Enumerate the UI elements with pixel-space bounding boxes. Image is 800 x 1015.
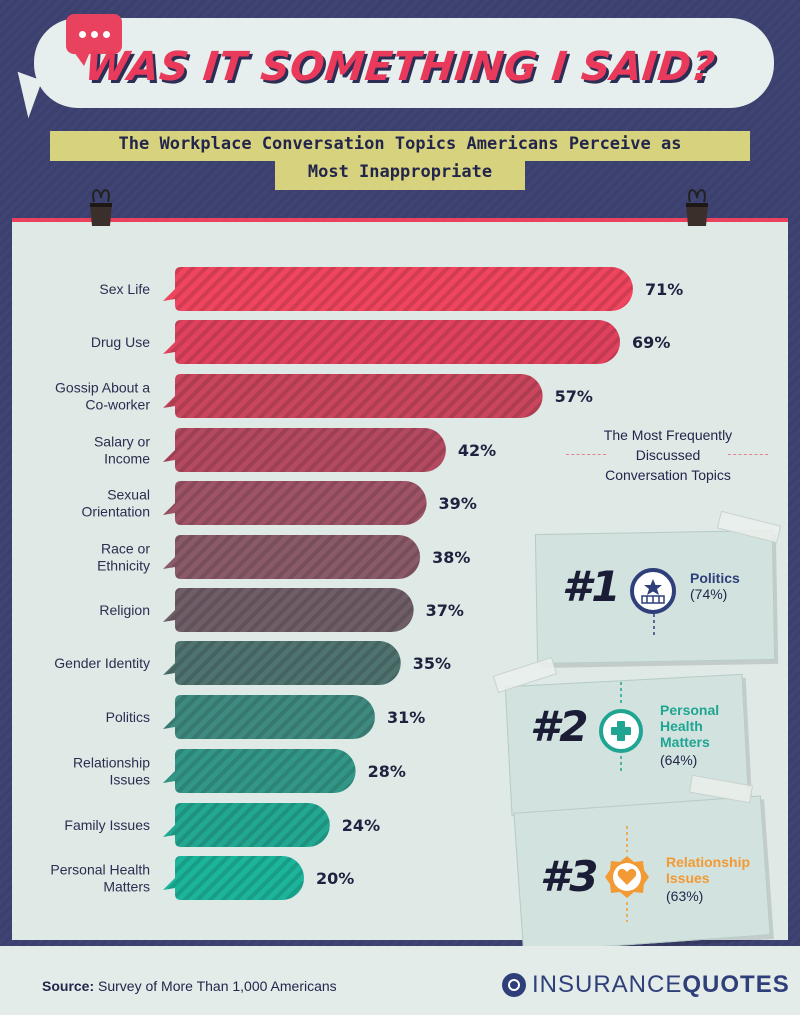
value-label: 31% [387, 708, 425, 727]
category-label-line: Income [104, 451, 150, 467]
category-label-line: Race or [101, 541, 150, 557]
logo-text-bold: QUOTES [682, 971, 790, 998]
chat-bubble-icon [66, 14, 122, 66]
topic-name: Relationship Issues [666, 854, 750, 886]
side-title-line-2: Discussed [635, 447, 701, 463]
dashed-connector [626, 826, 628, 922]
category-label: Gossip About a Co-worker [55, 380, 150, 413]
category-label: Politics [106, 709, 150, 725]
value-label: 69% [632, 333, 670, 352]
source-note: Source: Survey of More Than 1,000 Americ… [42, 978, 337, 994]
binder-clip-icon [686, 189, 708, 226]
medical-cross-icon [599, 709, 643, 753]
rank-number: #1 [562, 562, 621, 611]
dashed-divider [566, 454, 606, 455]
heart-icon [605, 856, 649, 898]
capitol-icon [630, 568, 676, 614]
rank-number: #3 [540, 852, 599, 901]
category-label-line: Salary or [94, 434, 150, 450]
category-label: Relationship Issues [73, 755, 150, 788]
bar-texture-11 [163, 803, 330, 847]
subtitle: The Workplace Conversation Topics Americ… [50, 130, 750, 186]
bar-texture-9 [163, 695, 375, 739]
bar-texture-5 [163, 481, 427, 525]
category-label: Salary or Income [94, 434, 150, 467]
topic-name-line: Relationship [666, 854, 751, 870]
category-label: Drug Use [91, 334, 150, 350]
bar-texture-3 [163, 374, 543, 418]
subtitle-line-2: Most Inappropriate [307, 162, 493, 182]
topic-value: (64%) [660, 752, 698, 768]
value-label: 37% [426, 601, 464, 620]
topic-name: Personal Health Matters [660, 702, 719, 750]
logo-text: INSURANCEQUOTES [532, 971, 790, 999]
bar-texture-6 [163, 535, 421, 579]
bar-texture-2 [163, 320, 621, 364]
category-label-line: Orientation [82, 504, 150, 520]
topic-name-line: Personal [660, 702, 720, 718]
category-label-line: Religion [99, 602, 150, 618]
value-label: 38% [432, 548, 470, 567]
binder-clip-icon [90, 189, 112, 226]
source-text: Survey of More Than 1,000 Americans [98, 978, 337, 994]
logo-text-light: INSURANCE [532, 971, 683, 998]
dashed-connector [620, 682, 622, 772]
value-label: 35% [413, 654, 451, 673]
subtitle-band-2 [275, 160, 525, 190]
category-label-line: Matters [103, 879, 150, 895]
source-label: Source: [42, 978, 95, 994]
rank-number: #2 [530, 702, 589, 751]
category-label-line: Gender Identity [54, 655, 150, 671]
category-label: Sexual Orientation [82, 487, 150, 520]
category-label-line: Family Issues [64, 817, 150, 833]
bar-texture-7 [163, 588, 414, 632]
value-label: 28% [368, 762, 406, 781]
dashed-connector [653, 614, 655, 636]
category-label: Religion [99, 602, 150, 618]
subtitle-band-1 [50, 131, 750, 161]
category-label-line: Issues [110, 772, 150, 788]
bar-texture-8 [163, 641, 401, 685]
value-label: 57% [555, 387, 593, 406]
value-label: 42% [458, 441, 496, 460]
category-label-line: Sexual [107, 487, 150, 503]
topic-value: (74%) [690, 586, 728, 602]
topic-name-line: Matters [660, 734, 710, 750]
category-label-line: Relationship [73, 755, 150, 771]
bar-texture-10 [163, 749, 356, 793]
subtitle-line-1: The Workplace Conversation Topics Americ… [118, 134, 682, 154]
value-label: 20% [316, 869, 354, 888]
category-label: Personal Health Matters [50, 862, 150, 895]
value-label: 39% [439, 494, 477, 513]
category-label-line: Politics [106, 709, 150, 725]
category-label-line: Co-worker [85, 397, 150, 413]
value-label: 71% [645, 280, 683, 299]
category-label-line: Ethnicity [97, 558, 150, 574]
category-label: Family Issues [64, 817, 150, 833]
footer [0, 946, 800, 1015]
dashed-divider [728, 454, 768, 455]
category-label-line: Sex Life [99, 281, 150, 297]
bar-texture-4 [163, 428, 446, 472]
category-label-line: Drug Use [91, 334, 150, 350]
side-title-line-3: Conversation Topics [605, 467, 731, 483]
bar-texture-12 [163, 856, 304, 900]
topic-name-line: Health [660, 718, 703, 734]
bar-texture-1 [163, 267, 633, 311]
category-label-line: Personal Health [50, 862, 150, 878]
category-label-line: Gossip About a [55, 380, 150, 396]
value-label: 24% [342, 816, 380, 835]
insurancequotes-logo: INSURANCEQUOTES [502, 970, 790, 1000]
topic-value: (63%) [666, 888, 704, 904]
category-label: Sex Life [99, 281, 150, 297]
topic-name: Politics [690, 570, 740, 586]
category-label: Race or Ethnicity [97, 541, 150, 574]
category-label: Gender Identity [54, 655, 150, 671]
side-title-line-1: The Most Frequently [603, 427, 733, 443]
logo-mark-icon [502, 973, 526, 997]
side-panel-title: The Most Frequently Discussed Conversati… [578, 425, 758, 485]
topic-name-line: Issues [666, 870, 710, 886]
header-speech-bubble [34, 18, 774, 108]
